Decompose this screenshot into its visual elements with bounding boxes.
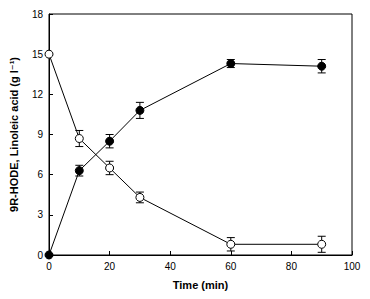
svg-text:9: 9: [37, 129, 43, 140]
svg-text:0: 0: [46, 261, 52, 272]
svg-text:Time (min): Time (min): [173, 279, 229, 291]
svg-text:0: 0: [37, 250, 43, 261]
svg-text:40: 40: [165, 261, 177, 272]
svg-text:80: 80: [286, 261, 298, 272]
svg-text:18: 18: [32, 9, 44, 20]
svg-text:100: 100: [344, 261, 361, 272]
svg-text:12: 12: [32, 89, 44, 100]
svg-text:6: 6: [37, 169, 43, 180]
svg-text:9R-HODE, Linoleic acid (g l⁻¹): 9R-HODE, Linoleic acid (g l⁻¹): [8, 57, 20, 212]
svg-text:3: 3: [37, 209, 43, 220]
svg-text:20: 20: [104, 261, 116, 272]
svg-text:60: 60: [225, 261, 237, 272]
svg-text:15: 15: [32, 49, 44, 60]
